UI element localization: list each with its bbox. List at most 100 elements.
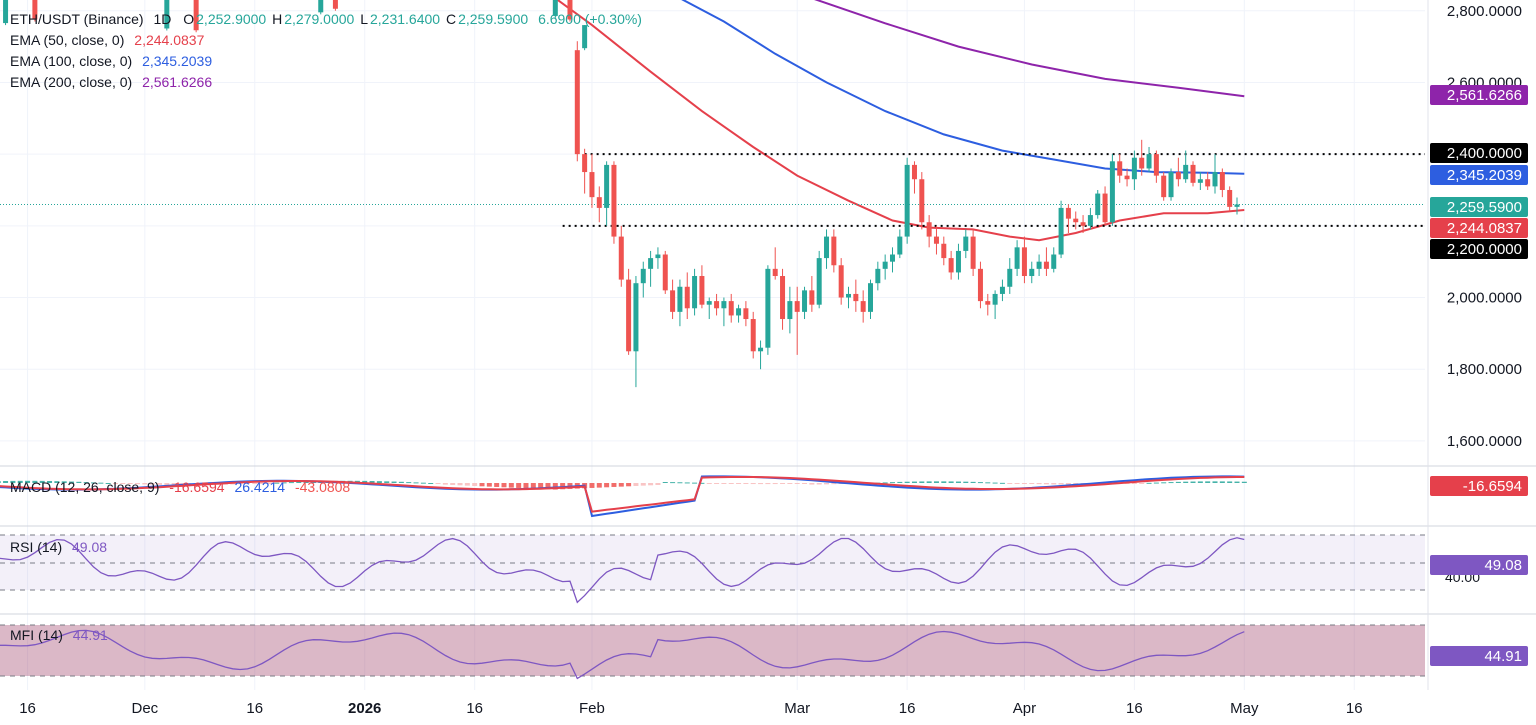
rsi-label: RSI (14) — [10, 539, 63, 555]
candle-body — [633, 283, 639, 352]
macd-histogram-bar — [252, 483, 258, 484]
change-value: 6.6900 (+0.30%) — [538, 11, 642, 27]
candle — [1021, 236, 1027, 284]
candle-body — [655, 254, 661, 259]
macd-histogram-bar — [780, 483, 786, 484]
mfi-label: MFI (14) — [10, 627, 63, 643]
price-tag: 2,259.5900 — [1430, 197, 1528, 217]
candle-body — [611, 164, 617, 237]
candle-body — [567, 0, 573, 20]
macd-histogram-bar — [281, 482, 287, 484]
ema100-label: EMA (100, close, 0) — [10, 53, 133, 69]
candle-body — [963, 236, 969, 251]
candle — [1183, 150, 1189, 183]
candle-body — [706, 301, 712, 305]
macd-histogram-bar — [1227, 481, 1233, 483]
candle-body — [662, 254, 668, 291]
price-tag: 2,200.0000 — [1430, 239, 1528, 259]
macd-histogram-bar — [384, 481, 390, 483]
ema100-legend[interactable]: EMA (100, close, 0) 2,345.2039 — [10, 51, 644, 72]
candle — [1029, 261, 1035, 284]
candle — [955, 243, 961, 280]
candle — [904, 157, 910, 244]
candle-body — [604, 164, 610, 208]
candle — [552, 0, 558, 18]
candle-body — [1190, 164, 1196, 183]
price-tag: 2,400.0000 — [1430, 143, 1528, 163]
macd-histogram-bar — [244, 483, 250, 484]
candle-body — [1095, 193, 1101, 216]
candle — [970, 229, 976, 277]
macd-histogram-bar — [91, 482, 97, 484]
candle-body — [948, 258, 954, 273]
symbol-label[interactable]: ETH/USDT (Binance) — [10, 11, 144, 27]
time-axis-label: 16 — [19, 700, 36, 717]
candle-body — [919, 179, 925, 223]
candle — [882, 254, 888, 280]
macd-histogram-bar — [999, 482, 1005, 484]
ema50-legend[interactable]: EMA (50, close, 0) 2,244.0837 — [10, 30, 644, 51]
candle-body — [648, 258, 654, 269]
macd-pane — [0, 475, 1247, 518]
price-tag-bg — [1430, 143, 1528, 163]
ema200-label: EMA (200, close, 0) — [10, 74, 133, 90]
macd-histogram-bar — [69, 481, 75, 483]
macd-histogram-bar — [120, 483, 126, 484]
candle-body — [1183, 164, 1189, 180]
macd-histogram-bar — [1175, 481, 1181, 483]
rsi-legend[interactable]: RSI (14) 49.08 — [10, 539, 107, 555]
candle — [640, 261, 646, 298]
macd-tag: -16.6594 — [1430, 476, 1528, 496]
macd-histogram-bar — [464, 483, 470, 486]
candle — [633, 276, 639, 388]
macd-histogram-bar — [1197, 481, 1203, 483]
time-axis: Nov16Dec16202616FebMar16Apr16May16 — [19, 700, 1362, 717]
candle — [1227, 186, 1233, 212]
macd-histogram-bar — [648, 483, 654, 486]
candle — [941, 236, 947, 266]
macd-histogram-bar — [296, 481, 302, 483]
macd-histogram-bar — [677, 482, 683, 484]
macd-histogram-bar — [1153, 482, 1159, 484]
candle-body — [1139, 157, 1145, 169]
macd-histogram-bar — [39, 480, 45, 483]
macd-legend[interactable]: MACD (12, 26, close, 9) -16.6594 26.4214… — [10, 479, 350, 495]
price-tag-text: 2,345.2039 — [1447, 167, 1522, 184]
candle — [1102, 186, 1108, 226]
macd-histogram-bar — [1058, 483, 1064, 485]
macd-histogram-bar — [684, 482, 690, 484]
interval-label[interactable]: 1D — [153, 11, 172, 27]
macd-histogram-bar — [750, 483, 756, 485]
candle-body — [853, 293, 859, 302]
candle — [794, 286, 800, 355]
open-label: O — [183, 11, 195, 27]
ema200-legend[interactable]: EMA (200, close, 0) 2,561.6266 — [10, 72, 644, 93]
candle-body — [977, 268, 983, 302]
time-axis-label: 16 — [899, 700, 916, 717]
candle-body — [1021, 247, 1027, 277]
candle — [875, 261, 881, 291]
mfi-legend[interactable]: MFI (14) 44.91 — [10, 627, 108, 643]
macd-histogram-bar — [149, 483, 155, 485]
macd-histogram-bar — [1241, 481, 1247, 483]
macd-histogram-bar — [266, 483, 272, 484]
candle — [574, 41, 580, 162]
candle-body — [941, 243, 947, 259]
mfi-value: 44.91 — [72, 627, 108, 643]
macd-histogram-bar — [743, 483, 749, 484]
candle-body — [933, 236, 939, 244]
macd-histogram-bar — [83, 482, 89, 484]
macd-histogram-bar — [692, 482, 698, 484]
macd-histogram-bar — [523, 483, 529, 489]
price-tag-bg — [1430, 239, 1528, 259]
candle-body — [824, 236, 830, 259]
candle-body — [1043, 261, 1049, 269]
candle — [985, 293, 991, 316]
candle — [1043, 247, 1049, 277]
candle-body — [582, 25, 588, 49]
macd-histogram-bar — [457, 483, 463, 486]
candle-body — [911, 164, 917, 180]
candle-body — [1175, 172, 1181, 180]
candlesticks — [3, 0, 1240, 388]
